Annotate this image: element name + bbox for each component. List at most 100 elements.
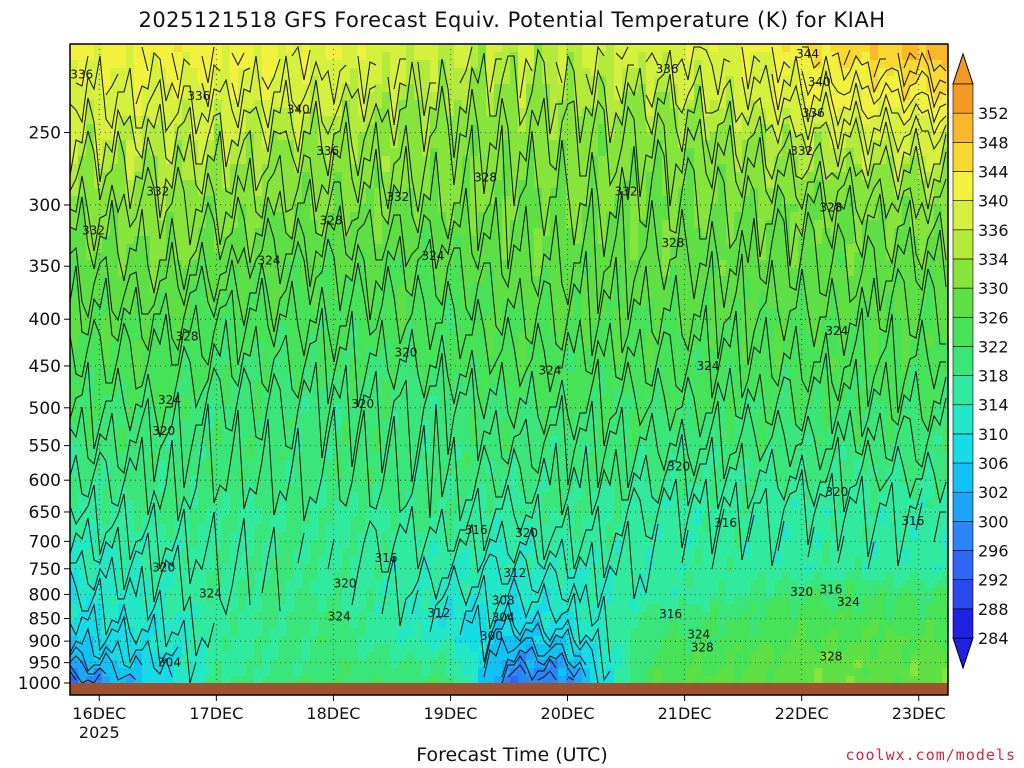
field-cell: [470, 76, 479, 85]
field-cell: [118, 532, 127, 541]
field-cell: [366, 52, 375, 61]
field-cell: [310, 292, 319, 301]
field-cell: [566, 316, 575, 325]
field-cell: [494, 204, 503, 213]
field-cell: [406, 628, 415, 637]
field-cell: [302, 148, 311, 157]
field-cell: [478, 308, 487, 317]
field-cell: [534, 324, 543, 333]
field-cell: [302, 468, 311, 477]
field-cell: [542, 52, 551, 61]
field-cell: [166, 340, 175, 349]
field-cell: [326, 428, 335, 437]
field-cell: [542, 164, 551, 173]
field-cell: [150, 420, 159, 429]
field-cell: [302, 172, 311, 181]
field-cell: [534, 244, 543, 253]
field-cell: [206, 660, 215, 669]
field-cell: [294, 92, 303, 101]
field-cell: [70, 140, 79, 149]
field-cell: [422, 228, 431, 237]
field-cell: [206, 404, 215, 413]
field-cell: [86, 428, 95, 437]
field-cell: [214, 644, 223, 653]
field-cell: [270, 388, 279, 397]
field-cell: [70, 460, 79, 469]
field-cell: [446, 596, 455, 605]
field-cell: [406, 676, 415, 684]
field-cell: [174, 172, 183, 181]
field-cell: [382, 44, 391, 53]
field-cell: [326, 500, 335, 509]
field-cell: [270, 628, 279, 637]
field-cell: [86, 252, 95, 261]
field-cell: [374, 44, 383, 53]
field-cell: [94, 52, 103, 61]
field-cell: [422, 404, 431, 413]
field-cell: [206, 308, 215, 317]
field-cell: [118, 84, 127, 93]
field-cell: [342, 460, 351, 469]
field-cell: [86, 180, 95, 189]
field-cell: [302, 372, 311, 381]
field-cell: [510, 396, 519, 405]
field-cell: [214, 164, 223, 173]
field-cell: [542, 484, 551, 493]
field-cell: [166, 492, 175, 501]
field-cell: [206, 316, 215, 325]
field-cell: [550, 364, 559, 373]
field-cell: [334, 156, 343, 165]
field-cell: [110, 380, 119, 389]
field-cell: [318, 52, 327, 61]
field-cell: [78, 332, 87, 341]
field-cell: [390, 564, 399, 573]
field-cell: [502, 652, 511, 661]
field-cell: [414, 196, 423, 205]
field-cell: [142, 428, 151, 437]
field-cell: [270, 212, 279, 221]
field-cell: [398, 260, 407, 269]
field-cell: [86, 100, 95, 109]
field-cell: [422, 124, 431, 133]
field-cell: [270, 660, 279, 669]
field-cell: [518, 236, 527, 245]
field-cell: [422, 76, 431, 85]
field-cell: [134, 244, 143, 253]
field-cell: [486, 652, 495, 661]
field-cell: [438, 484, 447, 493]
field-cell: [110, 412, 119, 421]
field-cell: [182, 300, 191, 309]
field-cell: [230, 164, 239, 173]
field-cell: [310, 300, 319, 309]
field-cell: [486, 484, 495, 493]
field-cell: [486, 420, 495, 429]
field-cell: [182, 628, 191, 637]
field-cell: [566, 60, 575, 69]
field-cell: [446, 292, 455, 301]
field-cell: [390, 476, 399, 485]
field-cell: [550, 52, 559, 61]
field-cell: [134, 388, 143, 397]
field-cell: [494, 300, 503, 309]
field-cell: [414, 668, 423, 677]
field-cell: [286, 92, 295, 101]
field-cell: [406, 76, 415, 85]
field-cell: [182, 324, 191, 333]
field-cell: [118, 564, 127, 573]
field-cell: [478, 516, 487, 525]
field-cell: [326, 316, 335, 325]
field-cell: [550, 332, 559, 341]
field-cell: [382, 236, 391, 245]
field-cell: [86, 260, 95, 269]
field-cell: [270, 68, 279, 77]
field-cell: [390, 428, 399, 437]
field-cell: [398, 396, 407, 405]
field-cell: [254, 308, 263, 317]
field-cell: [390, 324, 399, 333]
field-cell: [414, 124, 423, 133]
field-cell: [278, 476, 287, 485]
field-cell: [534, 132, 543, 141]
field-cell: [302, 484, 311, 493]
field-cell: [526, 612, 535, 621]
field-cell: [382, 524, 391, 533]
